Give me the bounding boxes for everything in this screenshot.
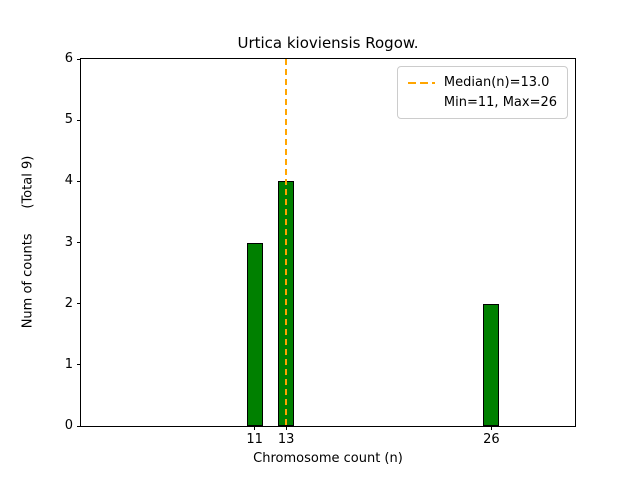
legend-swatch-spacer bbox=[408, 102, 435, 104]
y-tick-label: 4 bbox=[64, 173, 73, 189]
x-tick-mark bbox=[254, 426, 256, 430]
y-tick-label: 1 bbox=[64, 356, 73, 372]
x-tick-label: 26 bbox=[483, 432, 500, 447]
y-tick-mark bbox=[77, 364, 81, 366]
y-tick-label: 0 bbox=[64, 418, 73, 433]
x-tick-label: 11 bbox=[246, 432, 263, 447]
plot-area: Median(n)=13.0 Min=11, Max=26 bbox=[80, 58, 576, 427]
legend-row-minmax: Min=11, Max=26 bbox=[408, 95, 557, 110]
y-tick-label: 2 bbox=[64, 295, 73, 311]
legend-entry-median: Median(n)=13.0 bbox=[443, 75, 550, 90]
y-tick-mark bbox=[77, 425, 81, 427]
y-tick-mark bbox=[77, 58, 81, 60]
median-dashed-line-swatch bbox=[407, 81, 435, 84]
y-tick-mark bbox=[77, 180, 81, 182]
bar bbox=[483, 303, 500, 426]
y-tick-mark bbox=[77, 303, 81, 305]
median-line bbox=[285, 59, 288, 426]
x-tick-mark bbox=[490, 426, 492, 430]
y-tick-label: 6 bbox=[64, 51, 73, 66]
y-tick-label: 5 bbox=[64, 112, 73, 128]
y-tick-mark bbox=[77, 242, 81, 243]
y-tick-label: 3 bbox=[64, 234, 73, 250]
x-axis-label: Chromosome count (n) bbox=[253, 451, 403, 466]
bar bbox=[246, 242, 263, 426]
y-tick-mark bbox=[77, 119, 81, 121]
y-axis-label: Num of counts (Total 9) bbox=[20, 155, 36, 329]
legend-entry-minmax: Min=11, Max=26 bbox=[443, 95, 557, 110]
x-tick-mark bbox=[285, 426, 287, 430]
chart-title: Urtica kioviensis Rogow. bbox=[237, 34, 419, 52]
legend: Median(n)=13.0 Min=11, Max=26 bbox=[396, 66, 568, 119]
x-tick-label: 13 bbox=[277, 432, 295, 447]
legend-row-median: Median(n)=13.0 bbox=[407, 75, 557, 90]
